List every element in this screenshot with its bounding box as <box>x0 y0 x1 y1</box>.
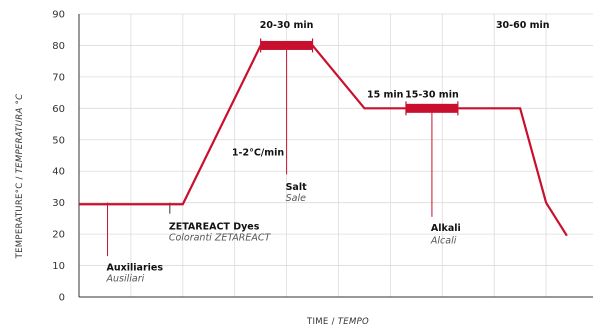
x-axis-title: TIME / TEMPO <box>306 317 369 327</box>
duration-bar <box>405 103 458 113</box>
y-tick-label: 60 <box>52 104 65 115</box>
annotation-markers <box>107 45 433 257</box>
temperature-series <box>79 44 568 237</box>
series-line <box>79 44 568 237</box>
duration-label: 15-30 min <box>405 89 459 100</box>
y-tick-label: 30 <box>52 198 65 209</box>
duration-bars <box>260 38 459 116</box>
marker-title: Auxiliaries <box>107 262 164 273</box>
y-axis-title: TEMPERATURE°C / TEMPERATURA °C <box>15 94 25 260</box>
marker-subtitle: Alcali <box>430 236 457 247</box>
y-tick-label: 20 <box>52 230 65 241</box>
marker-title: ZETAREACT Dyes <box>169 221 260 232</box>
y-tick-label: 50 <box>52 135 65 146</box>
duration-label: 1-2°C/min <box>232 148 285 159</box>
y-tick-label: 10 <box>52 261 65 272</box>
y-tick-label: 90 <box>52 10 65 21</box>
duration-label: 30-60 min <box>496 20 550 31</box>
y-tick-label: 70 <box>52 72 65 83</box>
duration-label: 15 min <box>367 89 404 100</box>
y-axis-ticks: 0 10 20 30 40 50 60 70 80 90 <box>52 10 65 304</box>
duration-labels: 20-30 min 1-2°C/min 15 min 15-30 min 30-60 m… <box>232 20 550 158</box>
duration-bar <box>260 40 313 50</box>
marker-subtitle: Sale <box>286 193 306 204</box>
grid-lines <box>79 13 593 297</box>
marker-title: Alkali <box>431 223 461 234</box>
y-tick-label: 0 <box>59 293 65 304</box>
duration-label: 20-30 min <box>260 20 314 31</box>
marker-subtitle: Ausiliari <box>106 273 145 284</box>
y-tick-label: 80 <box>52 41 65 52</box>
marker-subtitle: Coloranti ZETAREACT <box>169 232 272 243</box>
marker-title: Salt <box>286 182 308 193</box>
y-tick-label: 40 <box>52 167 65 178</box>
